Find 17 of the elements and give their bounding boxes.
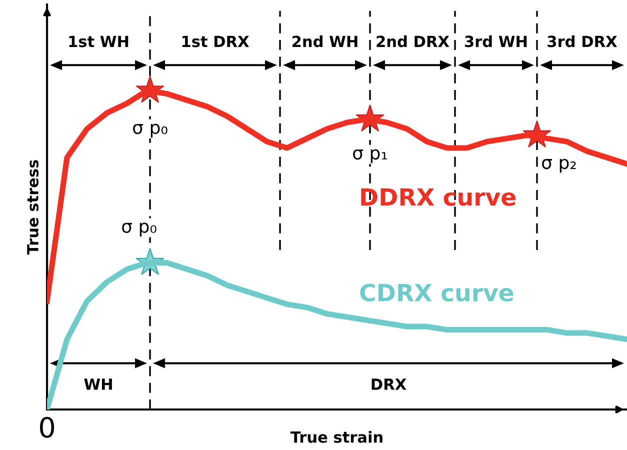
annotation: WH bbox=[84, 378, 112, 390]
text: 3rd DRX bbox=[548, 35, 618, 48]
text: 1st DRX bbox=[182, 36, 249, 48]
annotation: σ p₂ bbox=[542, 158, 576, 173]
x-axis-title: True strain bbox=[290, 431, 382, 443]
annotation: σ p₀ bbox=[133, 124, 168, 138]
text: 0 bbox=[40, 416, 54, 438]
y-axis-title: True stress bbox=[27, 160, 39, 255]
annotation: σ p₁ bbox=[353, 149, 387, 164]
text: 3rd WH bbox=[465, 35, 527, 48]
text: 1st WH bbox=[69, 36, 128, 48]
text: DDRX curve bbox=[361, 188, 516, 206]
annotation: σ p₀ bbox=[122, 222, 156, 236]
annotation: DRX bbox=[372, 378, 406, 390]
text: 2nd DRX bbox=[376, 35, 450, 48]
series-label: CDRX curve bbox=[360, 284, 514, 302]
text: 2nd WH bbox=[292, 35, 358, 48]
